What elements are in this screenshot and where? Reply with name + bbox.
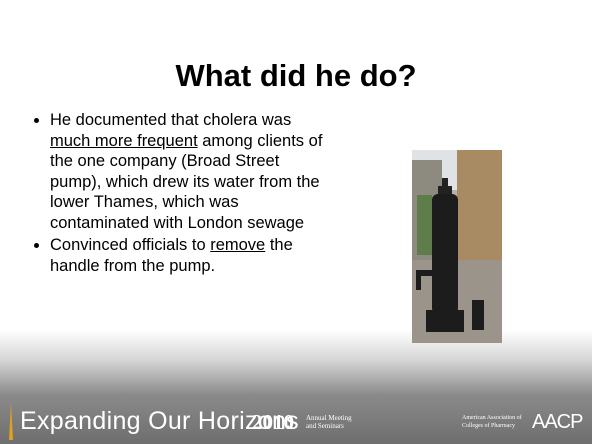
- footer-meeting-line: and Seminars: [306, 422, 344, 430]
- footer-org: American Association of Colleges of Pharm…: [462, 414, 522, 430]
- bullet-list: He documented that cholera was much more…: [30, 110, 325, 278]
- footer-meeting-line: Annual Meeting: [306, 414, 352, 422]
- bullet-text: Convinced officials to: [50, 236, 206, 254]
- footer-year: 2010: [252, 410, 294, 435]
- footer-org-line: Colleges of Pharmacy: [462, 423, 515, 429]
- bullet: He documented that cholera was much more…: [50, 110, 325, 233]
- bullet-text: He documented that cholera was: [50, 111, 291, 129]
- bullet-emphasis: much more frequent: [50, 132, 198, 150]
- slide: What did he do? He documented that chole…: [0, 0, 592, 444]
- footer-icon: [4, 400, 18, 444]
- footer-logo: AACP: [532, 411, 582, 434]
- slide-title: What did he do?: [0, 58, 592, 94]
- bullet: Convinced officials to remove the handle…: [50, 235, 325, 276]
- footer-org-line: American Association of: [462, 415, 522, 421]
- footer: Expanding Our Horizons 2010 Annual Meeti…: [0, 400, 592, 444]
- bullet-emphasis: remove: [210, 236, 265, 254]
- pump-photo: [412, 150, 502, 343]
